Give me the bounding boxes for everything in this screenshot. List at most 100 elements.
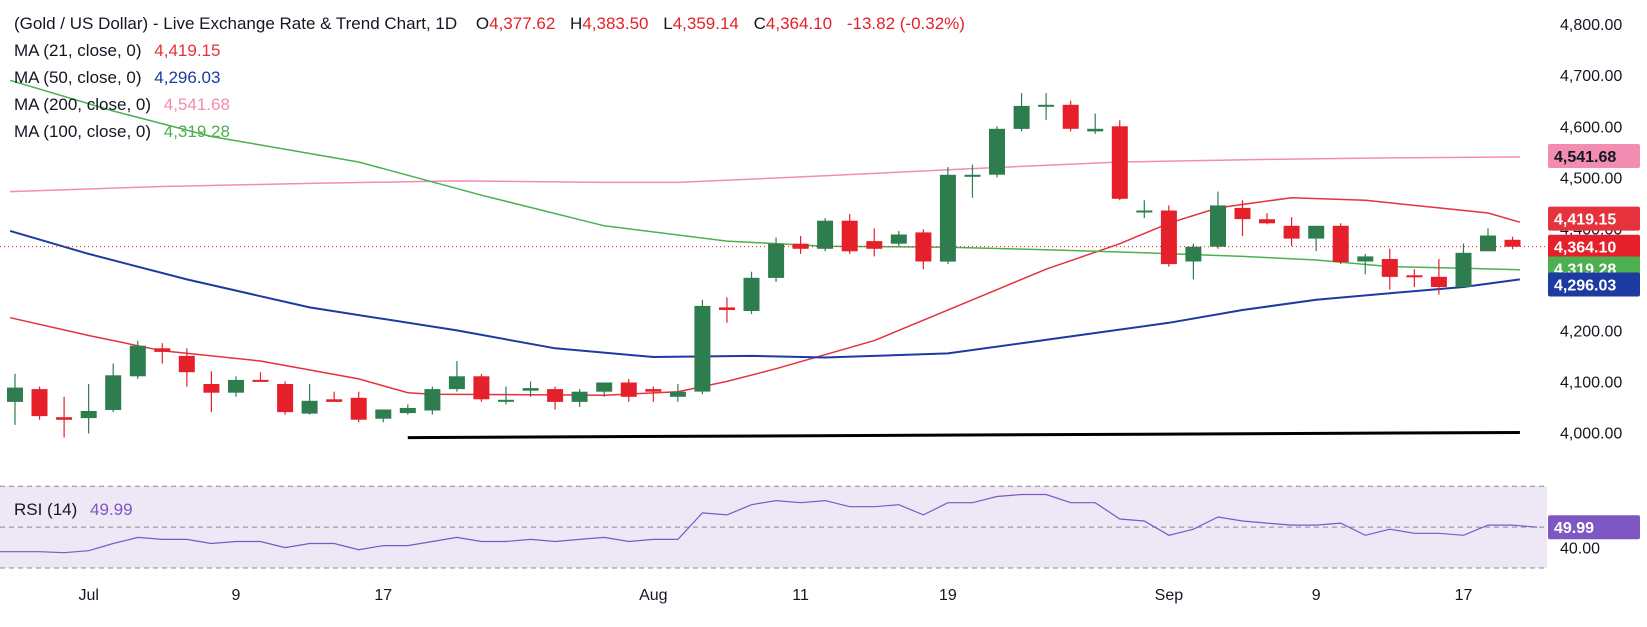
candle xyxy=(989,126,1005,178)
candle xyxy=(939,167,956,265)
candle-body xyxy=(939,174,956,262)
ma21-legend-value: 4,419.15 xyxy=(154,41,220,60)
candle-body xyxy=(1259,219,1275,224)
candle xyxy=(547,386,564,410)
ma50-axis-tag: 4,296.03 xyxy=(1548,272,1640,297)
candle xyxy=(448,361,465,392)
candle xyxy=(203,371,220,413)
candle xyxy=(1136,200,1153,219)
ma200-legend-label: MA (200, close, 0) xyxy=(14,95,151,114)
time-tick-label: Sep xyxy=(1155,587,1184,604)
rsi-legend-label: RSI (14) xyxy=(14,500,77,519)
candle-body xyxy=(31,389,48,417)
candle xyxy=(31,386,48,420)
candle-body xyxy=(375,409,392,419)
candle xyxy=(1357,253,1374,275)
candle-body xyxy=(105,375,122,410)
rsi-legend-value: 49.99 xyxy=(90,500,133,519)
candle-body xyxy=(841,220,858,252)
candle-body xyxy=(203,384,220,393)
candle xyxy=(571,389,588,407)
candle xyxy=(277,381,294,415)
price-tick-label: 4,700.00 xyxy=(1560,68,1622,85)
candle-body xyxy=(522,388,539,391)
time-tick-label: 11 xyxy=(792,587,809,604)
time-tick-label: 9 xyxy=(232,587,241,604)
ma200-axis-tag-bg xyxy=(1548,144,1640,168)
candle xyxy=(1332,223,1349,265)
candle xyxy=(301,384,318,415)
candle xyxy=(1430,258,1447,295)
time-axis: Jul 9 17 Aug 11 19 Sep 9 17 xyxy=(78,587,1472,604)
candle-body xyxy=(326,399,343,402)
candle-body xyxy=(178,355,195,373)
candle xyxy=(154,343,171,364)
ohlc-close-value: 4,364.10 xyxy=(766,14,832,33)
candle-body xyxy=(719,307,735,310)
candle xyxy=(1259,213,1275,225)
candle xyxy=(56,396,73,438)
candle-body xyxy=(1062,104,1079,129)
candle-body xyxy=(424,389,441,411)
candle-body xyxy=(866,241,883,249)
candle-body xyxy=(277,384,294,413)
ma50-legend-value: 4,296.03 xyxy=(154,68,220,87)
candle-body xyxy=(669,391,686,397)
candle-body xyxy=(1308,225,1325,239)
ohlc-open-key: O xyxy=(476,14,489,33)
candle-body xyxy=(1332,225,1349,262)
candle xyxy=(498,386,514,405)
ohlc-open-value: 4,377.62 xyxy=(489,14,555,33)
rsi-axis-tag-text: 49.99 xyxy=(1554,520,1594,537)
candle xyxy=(719,297,735,323)
candle-body xyxy=(743,277,760,311)
candle-body xyxy=(228,379,244,393)
candle-body xyxy=(1480,235,1496,252)
ohlc-high-value: 4,383.50 xyxy=(582,14,648,33)
candle-body xyxy=(1283,225,1300,239)
candle-body xyxy=(7,387,23,402)
candle xyxy=(129,340,146,379)
candle-body xyxy=(498,399,514,402)
candle-body xyxy=(596,382,613,392)
candle-body xyxy=(915,232,932,262)
ma50-axis-tag-text: 4,296.03 xyxy=(1554,278,1616,295)
svg-text:MA (200, close, 0) 4,5: MA (200, close, 0) 4,541.68 xyxy=(14,95,230,114)
candle-body xyxy=(252,379,269,382)
time-tick-label: 19 xyxy=(939,587,957,604)
ohlc-low-key: L xyxy=(663,14,672,33)
ma-line-ma50 xyxy=(9,229,1521,359)
candle xyxy=(669,384,686,402)
candle-body xyxy=(1234,207,1251,220)
price-tick-label: 4,800.00 xyxy=(1560,17,1622,34)
ohlc-close-key: C xyxy=(754,14,766,33)
candle xyxy=(866,228,883,257)
candle xyxy=(522,381,539,397)
ma21-axis-tag-bg xyxy=(1548,206,1640,231)
ma200-legend-value: 4,541.68 xyxy=(164,95,230,114)
price-tick-label: 4,100.00 xyxy=(1560,374,1622,391)
candle-body xyxy=(301,400,318,414)
candle xyxy=(1381,248,1398,290)
candle-body xyxy=(1087,128,1104,132)
candle xyxy=(817,218,834,252)
time-tick-label: 17 xyxy=(1455,587,1473,604)
support-line xyxy=(407,430,1520,440)
candle-body xyxy=(964,174,981,177)
candle-body xyxy=(890,234,907,244)
time-tick-label: Aug xyxy=(639,587,667,604)
candle xyxy=(228,376,244,397)
candle xyxy=(645,386,662,402)
ma200-axis-tag: 4,541.68 xyxy=(1548,144,1640,168)
candle-body xyxy=(129,345,146,377)
candle-body xyxy=(989,128,1005,175)
candle-body xyxy=(1185,246,1202,262)
candle xyxy=(375,409,392,423)
ma21-legend-label: MA (21, close, 0) xyxy=(14,41,142,60)
rsi-line xyxy=(0,493,1538,554)
candle-body xyxy=(1430,276,1447,287)
price-tick-label: 4,600.00 xyxy=(1560,119,1622,136)
price-tick-label: 4,000.00 xyxy=(1560,426,1622,443)
candle xyxy=(105,363,122,413)
last-price-axis-tag-text: 4,364.10 xyxy=(1554,240,1616,257)
